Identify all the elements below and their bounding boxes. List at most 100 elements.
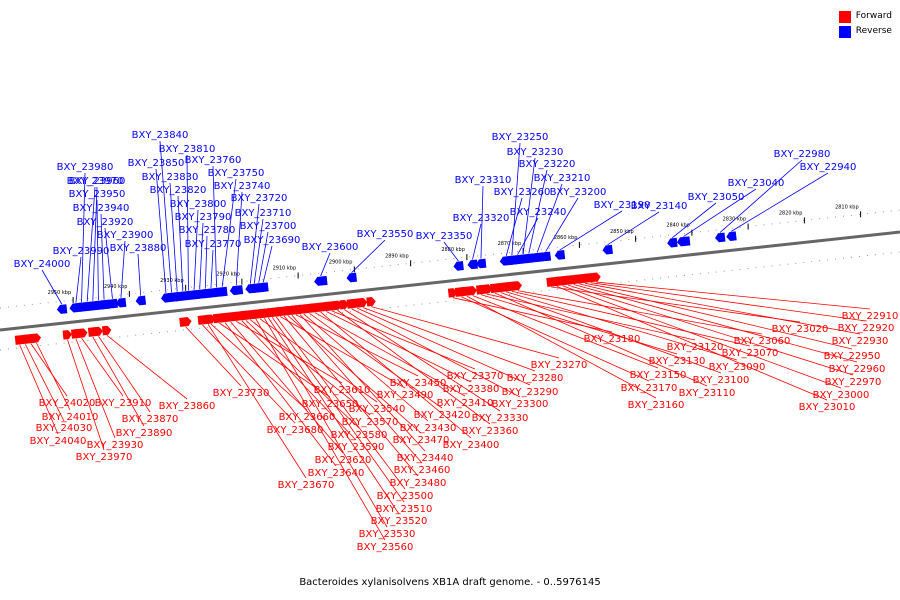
- scale-tick-label: 2910 kbp: [273, 266, 297, 272]
- forward-gene-label: BXY_23560: [357, 542, 414, 553]
- forward-gene-label: BXY_24030: [36, 423, 93, 434]
- reverse-gene-label: BXY_23950: [69, 189, 126, 200]
- reverse-gene-BXY_24000: [56, 304, 68, 314]
- forward-gene-BXY_23180: [447, 288, 458, 298]
- gene-labels: BXY_24000BXY_23990BXY_23980BXY_23970BXY_…: [14, 130, 899, 553]
- forward-gene-label: BXY_22920: [838, 323, 895, 334]
- forward-gene-BXY_23280: [357, 297, 368, 308]
- forward-gene-label: BXY_23150: [630, 370, 687, 381]
- figure-caption: Bacteroides xylanisolvens XB1A draft gen…: [299, 577, 601, 588]
- reverse-gene-BXY_22940: [726, 231, 737, 242]
- reverse-gene-label: BXY_23230: [507, 147, 564, 158]
- scale-tick-label: 2940 kbp: [104, 284, 128, 290]
- forward-gene-label: BXY_23680: [267, 425, 324, 436]
- forward-gene-label: BXY_23420: [414, 410, 471, 421]
- forward-gene-label: BXY_23500: [377, 491, 434, 502]
- forward-gene-label: BXY_23590: [328, 442, 385, 453]
- reverse-gene-label: BXY_23990: [53, 246, 110, 257]
- forward-gene-label: BXY_23970: [76, 452, 133, 463]
- reverse-gene-label: BXY_23800: [170, 199, 227, 210]
- scale-tick-label: 2820 kbp: [779, 210, 803, 216]
- forward-gene-label: BXY_23400: [443, 440, 500, 451]
- reverse-gene-label: BXY_22980: [774, 149, 831, 160]
- forward-gene-label: BXY_23650: [302, 399, 359, 410]
- forward-gene-label: BXY_23300: [492, 399, 549, 410]
- reverse-gene-label: BXY_23980: [57, 162, 114, 173]
- reverse-gene-label: BXY_23260: [494, 187, 551, 198]
- reverse-gene-label: BXY_23780: [179, 225, 236, 236]
- forward-gene-BXY_23270: [366, 296, 376, 307]
- forward-gene-label: BXY_23330: [472, 413, 529, 424]
- forward-gene-label: BXY_23170: [621, 383, 678, 394]
- reverse-gene-BXY_23900: [115, 297, 127, 308]
- reverse-gene-label: BXY_23850: [128, 158, 185, 169]
- reverse-gene-label: BXY_23550: [357, 229, 414, 240]
- forward-gene-label: BXY_22970: [825, 377, 882, 388]
- label-leader-lines: [19, 140, 871, 541]
- legend-reverse-label: Reverse: [855, 26, 892, 36]
- reverse-gene-label: BXY_23240: [510, 207, 567, 218]
- reverse-gene-label: BXY_23310: [455, 175, 512, 186]
- forward-gene-label: BXY_23410: [437, 398, 494, 409]
- legend-reverse: Reverse: [838, 24, 892, 39]
- forward-gene-label: BXY_23100: [693, 375, 750, 386]
- reverse-gene-label: BXY_23190: [594, 200, 651, 211]
- scale-tick-label: 2810 kbp: [835, 204, 859, 210]
- reverse-gene-BXY_23600: [314, 275, 328, 286]
- reverse-gene-BXY_23550: [346, 272, 358, 283]
- reverse-gene-BXY_22980: [715, 232, 726, 243]
- forward-gene-label: BXY_23460: [394, 465, 451, 476]
- reverse-gene-label: BXY_23830: [142, 172, 199, 183]
- forward-gene-label: BXY_23430: [400, 423, 457, 434]
- forward-gene-label: BXY_23520: [371, 516, 428, 527]
- reverse-gene-label: BXY_23900: [97, 230, 154, 241]
- forward-gene-label: BXY_23910: [95, 398, 152, 409]
- forward-gene-label: BXY_24010: [42, 412, 99, 423]
- forward-gene-label: BXY_23470: [393, 435, 450, 446]
- reverse-gene-BXY_23880: [135, 295, 147, 306]
- legend-reverse-swatch: [838, 25, 851, 38]
- legend-forward: Forward: [838, 9, 892, 24]
- reverse-gene-label: BXY_24000: [14, 259, 71, 270]
- reverse-gene-BXY_23310: [475, 258, 487, 269]
- reverse-gene-BXY_23050: [667, 237, 678, 248]
- forward-gene-label: BXY_23360: [462, 426, 519, 437]
- genome-axis-line: [0, 230, 900, 332]
- forward-gene-BXY_23910: [75, 328, 88, 339]
- reverse-gene-label: BXY_23840: [132, 130, 189, 141]
- forward-gene-label: BXY_23580: [331, 430, 388, 441]
- reverse-gene-BXY_23690: [258, 282, 269, 292]
- forward-gene-label: BXY_23860: [159, 401, 216, 412]
- forward-gene-label: BXY_23120: [667, 342, 724, 353]
- reverse-gene-label: BXY_23200: [550, 187, 607, 198]
- forward-gene-BXY_23860: [101, 325, 112, 336]
- reverse-gene-label: BXY_23740: [214, 181, 271, 192]
- reverse-gene-BXY_23210: [530, 252, 545, 263]
- reverse-gene-BXY_23200: [540, 251, 552, 262]
- forward-gene-label: BXY_23930: [87, 440, 144, 451]
- forward-gene-label: BXY_22930: [832, 336, 889, 347]
- reverse-gene-label: BXY_23760: [185, 155, 242, 166]
- forward-gene-label: BXY_23020: [772, 324, 829, 335]
- legend-forward-swatch: [838, 10, 851, 23]
- reverse-gene-label: BXY_23350: [416, 231, 473, 242]
- forward-gene-label: BXY_22910: [842, 311, 899, 322]
- forward-gene-label: BXY_23110: [679, 388, 736, 399]
- reverse-gene-label: BXY_23970: [67, 176, 124, 187]
- forward-gene-label: BXY_23570: [342, 417, 399, 428]
- reverse-gene-BXY_23320: [467, 259, 478, 270]
- reverse-gene-label: BXY_23820: [150, 185, 207, 196]
- genome-baseline: [0, 209, 900, 351]
- reverse-gene-label: BXY_23880: [110, 243, 167, 254]
- forward-gene-label: BXY_23870: [122, 414, 179, 425]
- forward-gene-label: BXY_23010: [799, 402, 856, 413]
- forward-gene-BXY_24010: [31, 333, 42, 343]
- reverse-gene-label: BXY_23140: [631, 201, 688, 212]
- forward-gene-label: BXY_23730: [213, 388, 270, 399]
- reverse-gene-BXY_23920: [107, 298, 118, 309]
- forward-gene-label: BXY_23180: [584, 334, 641, 345]
- forward-gene-label: BXY_23890: [116, 428, 173, 439]
- reverse-gene-BXY_23190: [554, 250, 566, 260]
- reverse-gene-label: BXY_23220: [519, 159, 576, 170]
